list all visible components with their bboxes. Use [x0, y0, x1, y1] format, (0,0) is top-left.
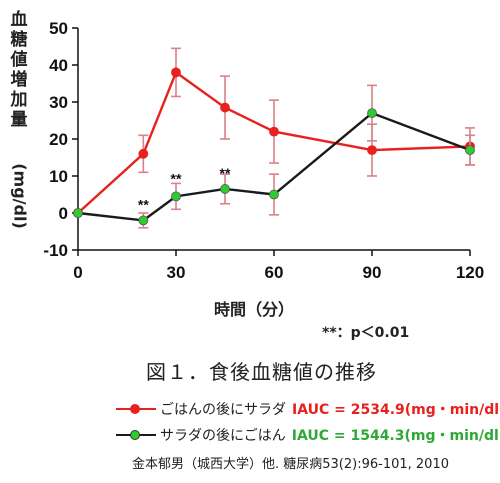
y-tick-label: 40 [49, 56, 68, 75]
legend-marker-rice-first [130, 404, 140, 414]
data-point-salad-first [220, 184, 230, 194]
data-point-rice-first [138, 148, 149, 159]
x-tick-label: 60 [265, 263, 284, 282]
y-tick-label: 20 [49, 130, 68, 149]
x-tick-label: 0 [73, 263, 82, 282]
figure-caption: 図１．食後血糖値の推移 [146, 360, 377, 384]
data-point-rice-first [269, 126, 279, 137]
significance-marker: ** [138, 196, 149, 212]
y-tick-label: -10 [43, 241, 68, 260]
data-point-rice-first [220, 102, 230, 113]
legend-iauc-value: IAUC = 1544.3(mg・min/dl) [291, 428, 500, 444]
data-point-salad-first [367, 108, 377, 118]
significance-note: **：p＜0.01 [322, 325, 410, 341]
data-point-salad-first [465, 145, 475, 156]
y-tick-label: 50 [49, 19, 68, 38]
y-axis-unit: (mg/dl) [10, 163, 30, 229]
legend-label: ごはんの後にサラダ [160, 402, 286, 418]
legend-marker-salad-first [130, 430, 140, 440]
data-point-salad-first [171, 191, 181, 202]
significance-marker: ** [171, 170, 182, 186]
x-axis-label: 時間（分） [214, 300, 295, 319]
y-tick-label: 0 [59, 204, 68, 223]
significance-marker: ** [220, 165, 231, 181]
legend-entry-salad-first: サラダの後にごはん IAUC = 1544.3(mg・min/dl) [116, 424, 500, 446]
data-point-rice-first [171, 67, 181, 78]
legend-label: サラダの後にごはん [160, 428, 286, 444]
x-tick-label: 30 [167, 263, 186, 282]
legend-swatch-rice-first [116, 401, 156, 417]
y-tick-label: 30 [49, 93, 68, 112]
x-tick-label: 120 [456, 263, 484, 282]
y-axis-label: 血糖値増加量 [10, 10, 28, 130]
citation: 金本郁男（城西大学）他. 糖尿病53(2):96-101, 2010 [132, 457, 449, 472]
data-point-salad-first [73, 208, 83, 218]
x-tick-label: 90 [363, 263, 382, 282]
data-point-rice-first [367, 145, 377, 156]
y-tick-label: 10 [49, 167, 68, 186]
legend-entry-rice-first: ごはんの後にサラダ IAUC = 2534.9(mg・min/dl) [116, 398, 500, 420]
legend-swatch-salad-first [116, 427, 156, 443]
legend-iauc-value: IAUC = 2534.9(mg・min/dl) [292, 402, 500, 418]
series-rice-first [73, 47, 475, 218]
line-chart: -10 0 10 20 30 40 50 0 30 60 90 120 ** ** ** [43, 19, 484, 282]
data-point-salad-first [269, 189, 279, 200]
series-salad-first [73, 84, 475, 229]
data-point-salad-first [138, 215, 149, 226]
